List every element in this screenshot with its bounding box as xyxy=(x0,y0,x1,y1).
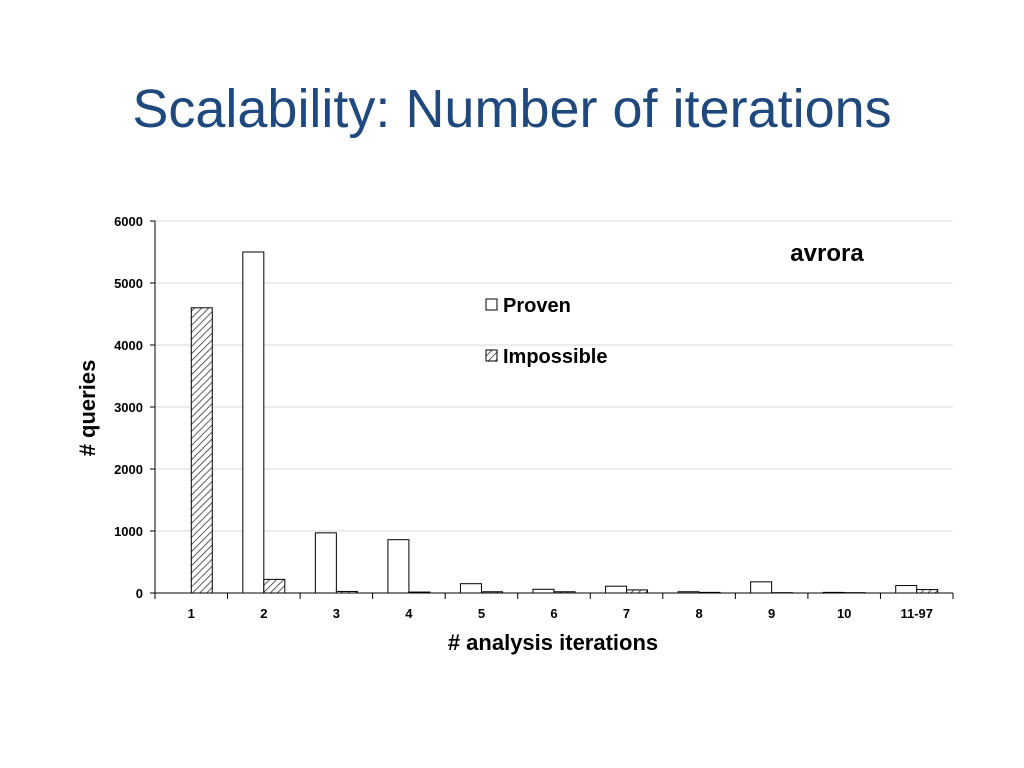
x-axis-title: # analysis iterations xyxy=(448,630,658,655)
bar-proven-6 xyxy=(532,588,555,594)
legend-swatch-proven xyxy=(485,298,498,311)
x-tick-label: 4 xyxy=(405,606,413,621)
x-tick-label: 3 xyxy=(333,606,340,621)
bar-impossible-1 xyxy=(190,307,213,594)
y-tick-label: 6000 xyxy=(114,214,143,229)
x-tick-label: 11-97 xyxy=(900,606,933,621)
y-tick-label: 0 xyxy=(136,586,143,601)
bar-impossible-6 xyxy=(553,591,576,594)
x-tick-label: 1 xyxy=(188,606,195,621)
y-tick-label: 4000 xyxy=(114,338,143,353)
legend: Proven Impossible xyxy=(485,295,607,368)
bar-proven-8 xyxy=(677,591,700,594)
bar-proven-2 xyxy=(242,251,265,594)
bar-impossible-7 xyxy=(626,589,649,594)
bar-proven-5 xyxy=(459,583,482,594)
x-tick-label: 9 xyxy=(768,606,775,621)
x-tick-label: 5 xyxy=(478,606,485,621)
x-tick-label: 7 xyxy=(623,606,630,621)
y-tick-label: 1000 xyxy=(114,524,143,539)
y-tick-label: 5000 xyxy=(114,276,143,291)
y-tick-label: 2000 xyxy=(114,462,143,477)
bar-impossible-2 xyxy=(263,578,286,594)
legend-label-proven: Proven xyxy=(503,295,571,317)
bar-proven-4 xyxy=(387,539,410,594)
bar-impossible-11-97 xyxy=(916,589,939,594)
bar-impossible-5 xyxy=(480,591,503,594)
bar-impossible-3 xyxy=(335,590,358,594)
legend-swatch-impossible xyxy=(485,349,498,362)
x-tick-label: 10 xyxy=(837,606,851,621)
x-tick-label: 6 xyxy=(550,606,557,621)
axes xyxy=(150,220,954,599)
y-tick-label: 3000 xyxy=(114,400,143,415)
y-axis-title: # queries xyxy=(75,360,100,457)
bar-proven-11-97 xyxy=(895,585,918,594)
bar-impossible-8 xyxy=(698,591,721,594)
x-tick-label: 2 xyxy=(260,606,267,621)
bars xyxy=(190,251,939,594)
bar-proven-10 xyxy=(822,591,845,594)
tick-labels: 0 1000 2000 3000 4000 5000 6000 1 2 3 4 5 6 7 8 9 10 11-9… xyxy=(114,214,933,621)
bar-proven-9 xyxy=(750,581,773,594)
slide-title: Scalability: Number of iterations xyxy=(132,79,892,139)
legend-label-impossible: Impossible xyxy=(503,346,607,368)
chart-annotation: avrora xyxy=(790,240,864,267)
gridlines xyxy=(155,220,953,532)
bar-proven-7 xyxy=(605,585,628,594)
bar-impossible-4 xyxy=(408,591,431,594)
bar-proven-3 xyxy=(314,532,337,594)
x-tick-label: 8 xyxy=(695,606,702,621)
